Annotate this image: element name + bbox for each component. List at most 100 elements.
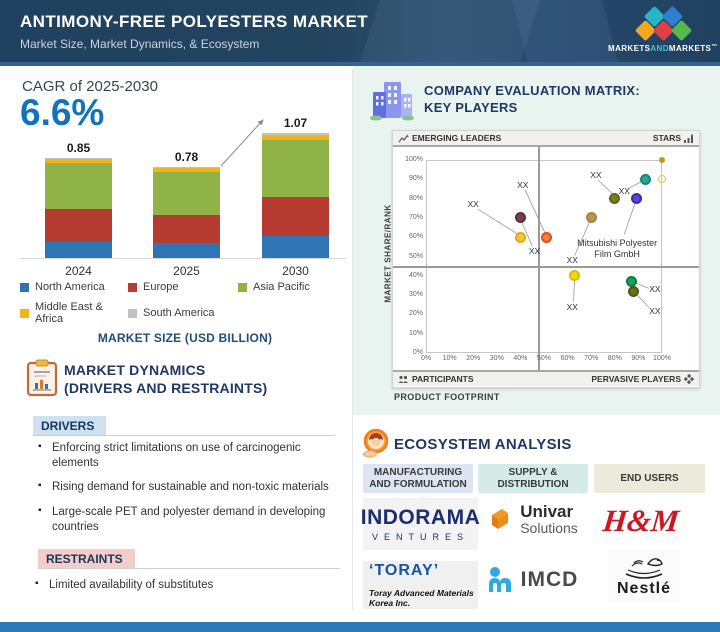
univar-solutions-logo: Univar Solutions [483, 498, 583, 540]
matrix-data-point [659, 157, 665, 163]
anonymized-company-label: XX [649, 305, 661, 316]
y-tick-label: 0% [412, 349, 423, 356]
restraints-rule [38, 568, 340, 569]
legend-label: Asia Pacific [253, 281, 310, 293]
bar-segment [262, 133, 329, 135]
imcd-logo: IMCD [486, 557, 580, 603]
driver-item: Large-scale PET and polyester demand in … [36, 504, 341, 535]
quadrant-top-right: STARS [653, 133, 694, 143]
legend-item: Europe [128, 281, 238, 293]
bar-segment [153, 172, 220, 215]
ecosystem-column-supply: SUPPLY & DISTRIBUTION [478, 464, 588, 493]
y-tick-label: 100% [405, 156, 423, 163]
y-tick-label: 20% [408, 310, 423, 318]
y-tick-label: 80% [408, 194, 423, 202]
ecosystem-person-icon [362, 428, 389, 458]
x-tick-label: 0% [420, 355, 432, 362]
matrix-data-point [514, 231, 526, 243]
matrix-plot-frame [426, 160, 662, 353]
driver-item: Enforcing strict limitations on use of c… [36, 440, 341, 471]
header-bottom-strip [0, 62, 720, 66]
ecosystem-column-manufacturing: MANUFACTURING AND FORMULATION [363, 464, 473, 493]
restraint-item: Limited availability of substitutes [33, 577, 338, 593]
matrix-data-point [658, 175, 666, 184]
x-tick-label: 70% [584, 355, 599, 362]
legend-swatch [20, 282, 29, 292]
drivers-badge: DRIVERS [33, 416, 107, 436]
bar-segment [262, 135, 329, 140]
y-tick-label: 50% [408, 252, 423, 260]
header-photo-overlay [359, 0, 541, 62]
market-dynamics-heading: MARKET DYNAMICS (DRIVERS AND RESTRAINTS) [64, 361, 267, 397]
signal-bars-icon [684, 133, 693, 143]
header-banner [0, 0, 720, 62]
matrix-x-axis-label: PRODUCT FOOTPRINT [394, 392, 500, 402]
header-photo-overlay-2 [512, 0, 618, 62]
y-tick-label: 30% [408, 291, 423, 299]
matrix-y-axis-label: MARKET SHARE/RANK [383, 204, 393, 303]
bar-segment [45, 209, 112, 242]
bar-category-label: 2024 [65, 264, 92, 278]
imcd-wordmark: IMCD [520, 568, 579, 591]
marketsandmarkets-logo: MARKETSANDMARKETS™ [608, 5, 718, 58]
hm-wordmark: H&M [601, 503, 681, 538]
y-tick-label: 90% [408, 175, 423, 183]
driver-item: Rising demand for sustainable and non-to… [36, 479, 341, 495]
bar-chart-baseline [20, 258, 346, 259]
trend-up-icon [398, 134, 409, 142]
matrix-horizontal-divider [393, 266, 699, 268]
bar-segment [45, 163, 112, 209]
univar-cube-icon [492, 509, 509, 529]
bar-total-label: 0.85 [66, 141, 91, 155]
toray-subtext: Toray Advanced Materials Korea Inc. [369, 588, 474, 608]
quadrant-top-left: EMERGING LEADERS [398, 133, 501, 143]
matrix-bottom-strip: PARTICIPANTS PERVASIVE PLAYERS [393, 370, 699, 386]
restraints-list: Limited availability of substitutes [33, 577, 338, 602]
matrix-title: COMPANY EVALUATION MATRIX: KEY PLAYERS [424, 83, 640, 117]
anonymized-company-label: XX [467, 199, 479, 210]
matrix-data-point [639, 173, 651, 185]
anonymized-company-label: XX [618, 185, 630, 196]
hm-logo: H&M [601, 498, 681, 544]
matrix-data-point [585, 212, 597, 224]
matrix-vertical-divider [538, 147, 540, 370]
clipboard-chart-icon [26, 359, 58, 397]
legend-swatch [20, 308, 29, 318]
bar-category-label: 2030 [282, 264, 309, 278]
company-label: Mitsubishi Polyester Film GmbH [577, 237, 658, 260]
footer-bar [0, 622, 720, 632]
x-tick-label: 20% [466, 355, 481, 362]
bar-segment [45, 242, 112, 258]
bar-chart-title: MARKET SIZE (USD BILLION) [97, 331, 273, 345]
matrix-data-point [609, 193, 621, 205]
bar-category-label: 2025 [173, 264, 200, 278]
legend-label: South America [143, 307, 215, 319]
bar-segment [153, 215, 220, 243]
x-tick-label: 30% [489, 355, 504, 362]
page-title: ANTIMONY-FREE POLYESTERS MARKET [20, 12, 369, 31]
cagr-value: 6.6% [20, 92, 105, 133]
bar-chart-legend: North America Europe Asia Pacific Middle Ea… [20, 281, 356, 333]
bar-segment [262, 197, 329, 236]
bar-segment [45, 159, 112, 163]
matrix-title-line1: COMPANY EVALUATION MATRIX: [424, 83, 641, 98]
cluster-icon [684, 374, 694, 384]
matrix-top-strip: EMERGING LEADERS STARS [393, 131, 699, 147]
x-tick-label: 100% [653, 355, 671, 362]
bar-total-label: 0.78 [174, 150, 199, 164]
page-subtitle: Market Size, Market Dynamics, & Ecosyste… [20, 37, 260, 51]
market-size-bar-chart: 0.85 2024 0.78 2025 1.07 2030 [0, 62, 370, 312]
bar-segment [262, 140, 329, 197]
ecosystem-column-endusers: END USERS [594, 464, 705, 493]
buildings-icon [370, 82, 414, 121]
bar-segment [153, 168, 220, 172]
legend-item: North America [20, 281, 128, 293]
matrix-data-point [514, 212, 526, 224]
x-tick-label: 40% [513, 355, 528, 362]
drivers-list: Enforcing strict limitations on use of c… [36, 440, 341, 544]
anonymized-company-label: XX [528, 245, 541, 256]
toray-wordmark: ‘TORAY’ [369, 562, 440, 579]
matrix-data-point [628, 285, 640, 297]
logo-wordmark: MARKETSANDMARKETS™ [608, 44, 718, 53]
